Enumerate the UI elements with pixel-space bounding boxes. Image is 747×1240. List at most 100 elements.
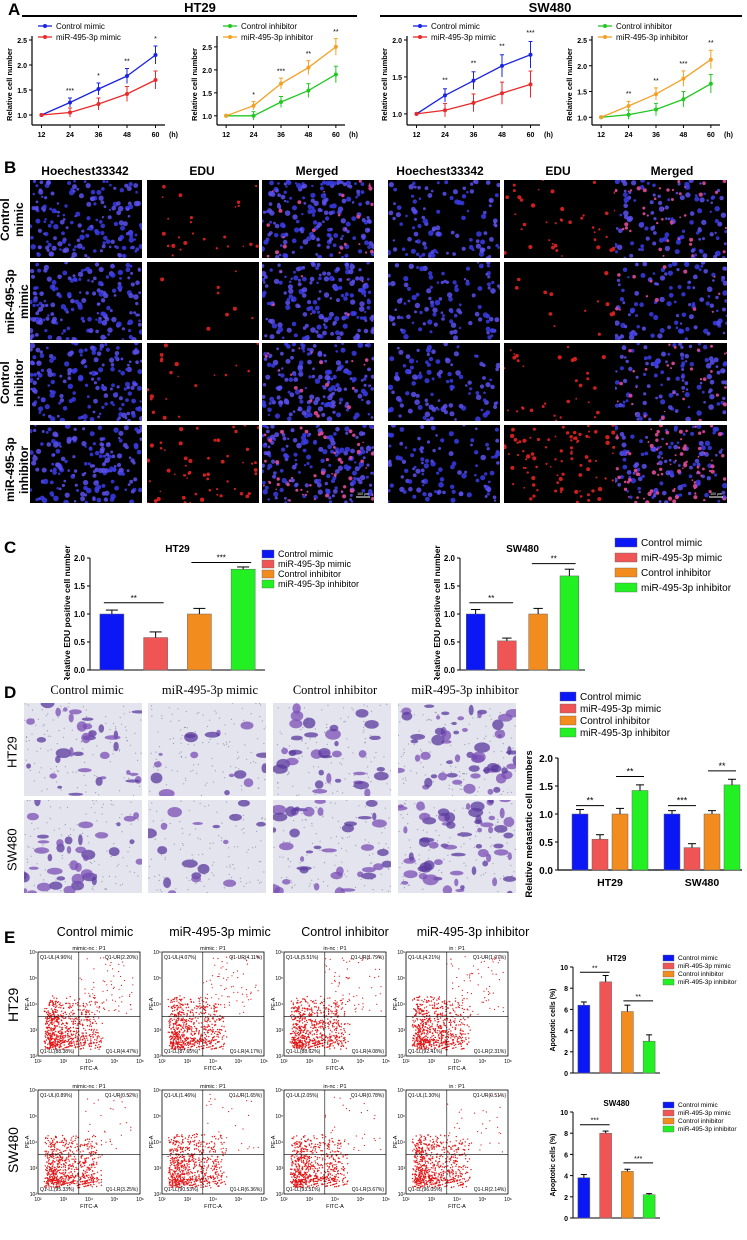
edu-signal	[625, 451, 628, 454]
edu-image-canvas	[30, 262, 142, 340]
nucleus	[431, 417, 434, 420]
nucleus	[323, 317, 329, 323]
membrane-pore	[110, 800, 112, 802]
membrane-pore	[101, 806, 103, 808]
nucleus	[283, 399, 290, 405]
event-dot	[89, 1021, 92, 1023]
membrane-pore	[316, 741, 318, 743]
nucleus	[55, 462, 60, 468]
edu-signal	[672, 499, 677, 503]
migrated-cell	[487, 763, 499, 772]
nucleus	[721, 490, 726, 495]
migrated-cell	[98, 724, 105, 733]
nucleus	[421, 461, 424, 465]
nucleus	[621, 288, 625, 293]
nucleus	[313, 439, 317, 444]
membrane-pore	[44, 733, 46, 735]
edu-signal	[694, 492, 697, 495]
edu-signal	[297, 200, 302, 205]
nucleus	[269, 334, 275, 340]
membrane-pore	[475, 859, 477, 861]
migrated-cell	[326, 773, 332, 784]
edu-signal	[623, 487, 628, 491]
event-dot	[53, 1017, 55, 1019]
nucleus	[649, 200, 654, 205]
membrane-pore	[123, 777, 125, 779]
bar	[571, 813, 589, 871]
migrated-cell	[507, 890, 513, 893]
migrated-cell	[428, 841, 439, 849]
membrane-pore	[67, 706, 69, 708]
nucleus	[704, 440, 711, 446]
nucleus	[302, 312, 308, 317]
nucleus	[366, 277, 370, 281]
nucleus	[91, 464, 95, 468]
edu-signal	[304, 429, 309, 434]
nucleus	[102, 462, 106, 467]
membrane-pore	[513, 834, 515, 836]
membrane-pore	[113, 843, 115, 845]
nucleus	[136, 385, 142, 391]
nucleus	[101, 187, 105, 191]
edu-signal	[226, 480, 229, 483]
migrated-cell	[26, 718, 35, 725]
membrane-pore	[384, 807, 386, 809]
nucleus	[299, 245, 303, 249]
event-dot	[48, 1018, 50, 1020]
nucleus	[652, 494, 657, 498]
membrane-pore	[373, 757, 376, 759]
edu-signal	[316, 414, 320, 418]
nucleus	[342, 323, 348, 329]
nucleus	[44, 404, 50, 410]
nucleus	[35, 184, 39, 188]
nucleus	[712, 279, 715, 282]
migrated-cell	[434, 727, 445, 735]
nucleus	[63, 499, 69, 503]
nucleus	[619, 213, 623, 217]
edu-signal	[325, 493, 329, 498]
edu-signal	[677, 446, 681, 449]
nucleus	[416, 487, 422, 493]
membrane-pore	[334, 802, 336, 804]
membrane-pore	[204, 873, 206, 875]
nucleus	[438, 297, 443, 301]
edu-signal	[515, 353, 519, 358]
nucleus	[486, 330, 490, 335]
nucleus	[642, 372, 647, 377]
y-tick-label: 2.0	[444, 554, 456, 563]
nucleus	[348, 269, 354, 275]
nucleus	[35, 347, 41, 353]
migrated-cell	[320, 750, 330, 755]
nucleus	[30, 328, 34, 334]
edu-signal	[702, 467, 705, 471]
migrated-cell	[414, 754, 421, 762]
plot-title: mimic-nc : P1	[72, 946, 105, 952]
y-tick-label: 0.0	[539, 866, 553, 877]
nucleus	[86, 227, 90, 231]
nucleus	[422, 415, 427, 420]
migrated-cell	[451, 721, 457, 726]
nucleus	[329, 253, 334, 257]
membrane-pore	[510, 737, 512, 739]
nucleus	[364, 240, 369, 246]
nucleus	[96, 484, 102, 490]
event-dot	[89, 1025, 91, 1027]
edu-signal	[187, 471, 191, 475]
membrane-pore	[148, 865, 150, 868]
membrane-pore	[447, 841, 449, 843]
nucleus	[722, 280, 727, 286]
migrated-cell	[475, 844, 483, 849]
membrane-pore	[191, 854, 193, 856]
nucleus	[358, 202, 362, 207]
membrane-pore	[368, 841, 370, 843]
edu-signal	[325, 458, 329, 462]
nucleus	[687, 405, 691, 409]
membrane-pore	[46, 730, 48, 732]
edu-signal	[334, 475, 337, 478]
nucleus	[634, 291, 640, 296]
nucleus	[424, 458, 430, 463]
edu-signal	[255, 244, 259, 248]
nucleus	[388, 315, 392, 319]
membrane-pore	[118, 863, 120, 865]
edu-signal	[202, 237, 206, 241]
